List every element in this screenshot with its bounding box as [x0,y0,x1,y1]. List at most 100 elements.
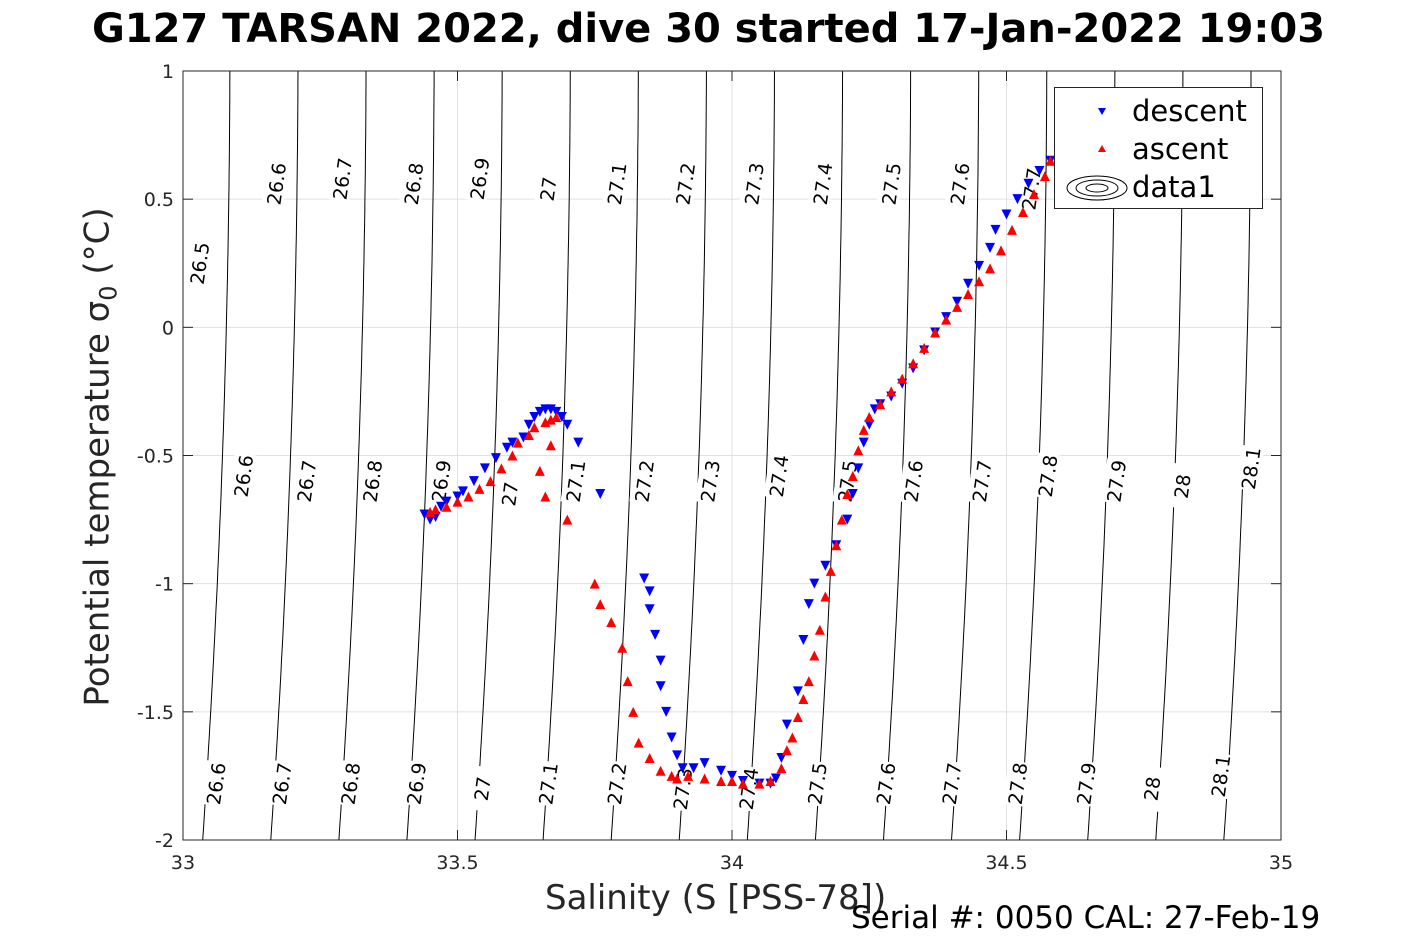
legend: descent ascent data1 [1054,87,1263,209]
ascent-point [908,358,919,369]
descent-point [507,437,518,448]
contour-line [542,70,571,841]
ascent-point [534,465,545,476]
ascent-point [842,488,853,499]
contour-label-bg [601,160,630,207]
descent-point [699,758,710,769]
ascent-point [809,650,820,661]
ascent-point [622,676,633,687]
ascent-point [644,752,655,763]
ascent-point [485,476,496,487]
contour-label-bg [898,457,927,505]
descent-point [1001,209,1012,220]
ascent-point [606,617,617,628]
contour-label: 28.1 [1235,444,1266,492]
contour-label-bg [494,470,523,518]
ascent-point [551,412,562,423]
ascent-point [836,514,847,525]
ascent-point [847,471,858,482]
descent-point [501,442,512,453]
descent-point [798,635,809,646]
contour-line [814,70,844,841]
contour-label-bg [936,760,965,807]
ascent-point [765,776,776,787]
descent-point [518,432,529,443]
y-tick-label: -2 [155,830,174,852]
descent-point [639,573,650,584]
descent-point [551,406,562,417]
ascent-point [930,327,941,338]
contour-label-bg [335,760,364,807]
ascent-point [1045,155,1056,166]
contour-label-bg [560,457,589,505]
contour-label-bg [601,760,630,807]
contour-label-bg [1002,760,1031,807]
x-tick-label: 33.5 [436,852,478,874]
contour-label: 26.9 [426,457,456,505]
contour-label-bg [266,760,295,807]
descent-point [985,242,996,253]
contour-label-bg [739,160,767,207]
ascent-point [754,778,765,789]
contour-line [678,71,707,841]
y-axis-ticks: -2 -1.5 -1 -0.5 0 0.5 1 [137,61,1281,852]
contour-line [270,70,299,841]
contour-label: 27.3 [739,160,769,207]
contour-label-bg [401,760,430,807]
descent-point [556,412,567,423]
contour-label-text: 27 [471,775,496,802]
ascent-point [1039,171,1050,182]
contour-label-bg [327,155,356,202]
contour-line [951,71,980,841]
descent-point [727,770,737,781]
y-tick-label: -0.5 [137,446,174,468]
ascent-point [562,514,573,525]
y-tick-label: 0.5 [144,189,174,211]
contour-label-bg [200,760,229,807]
serial-calibration-text: Serial #: 0050 CAL: 27-Feb-19 [851,900,1321,936]
x-axis-label: Salinity (S [PSS-78]) [545,878,887,918]
contour-label: 26.5 [184,239,214,287]
descent-point [820,560,831,571]
ascent-point [540,417,551,428]
y-tick-label: -1.5 [137,702,174,724]
contour-label-bg [670,160,699,207]
ascent-point [952,301,963,312]
descent-point [853,463,864,474]
descent-point [419,509,430,520]
contour-label-bg [357,457,386,505]
contour-label-bg [1137,765,1165,812]
descent-point [655,681,666,692]
descent-point [672,750,683,761]
contour-label-bg [467,765,496,812]
contour-label-bg [426,457,454,505]
contour-label-bg [1016,165,1045,213]
contour-label-bg [228,452,257,500]
contour-label: 27.6 [870,760,901,807]
descent-point [650,629,661,640]
contour-line [610,71,639,841]
legend-label: descent [1132,94,1247,128]
descent-point [792,686,803,697]
ascent-point [814,624,825,635]
contour-label-bg [464,155,493,202]
descent-point [529,412,540,423]
descent-point [716,765,727,776]
triangle-up-icon [1098,145,1106,152]
descent-point [864,419,875,430]
descent-point [573,437,584,448]
contour-label-bg [1101,457,1130,505]
descent-point [644,604,655,615]
ascent-point [716,776,727,787]
y-tick-label: -1 [155,574,174,596]
ascent-point [798,694,809,705]
ascent-point [595,599,606,610]
ascent-point [655,765,666,776]
ascent-point [441,501,452,512]
descent-point [562,419,573,430]
y-tick-label: 1 [162,61,174,83]
legend-entry-descent: descent [1055,92,1262,130]
series-ascent [425,155,1056,789]
contour-line [883,71,912,841]
contour-ellipses-icon [1066,175,1128,201]
